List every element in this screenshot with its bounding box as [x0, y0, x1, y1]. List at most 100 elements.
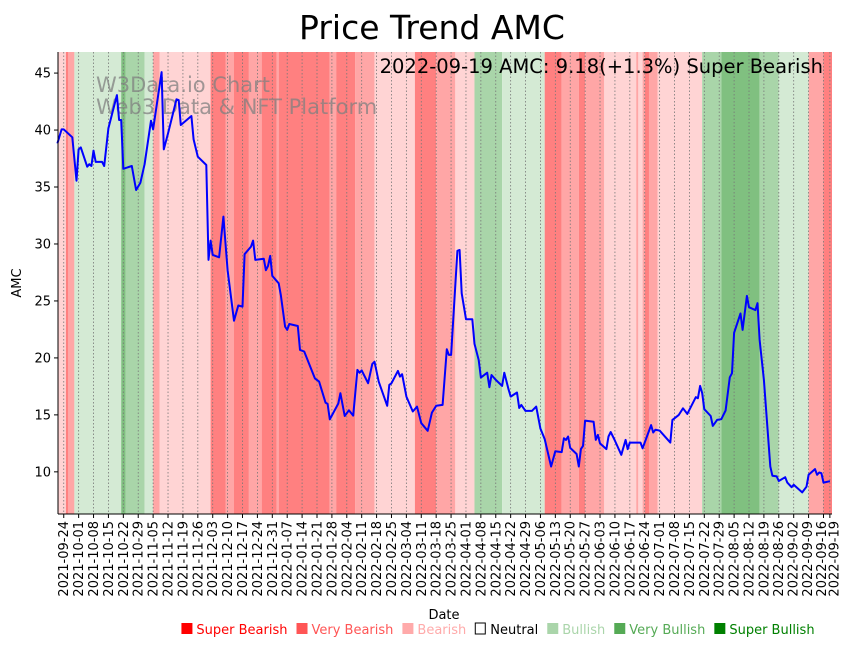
- regime-band-very-bearish: [636, 52, 638, 514]
- x-tick-label: 2021-11-12: [162, 521, 177, 597]
- x-tick-label: 2022-06-03: [594, 521, 609, 597]
- x-tick-label: 2022-04-08: [474, 521, 489, 597]
- regime-band-very-bullish: [702, 52, 721, 514]
- regime-band-very-bearish: [649, 52, 658, 514]
- x-tick-label: 2021-12-17: [236, 521, 251, 597]
- x-tick-label: 2022-04-29: [519, 521, 534, 597]
- x-tick-label: 2021-12-24: [251, 521, 266, 597]
- regime-band-bearish: [657, 52, 702, 514]
- y-axis-label: AMC: [10, 268, 25, 297]
- x-tick-label: 2022-05-13: [549, 521, 564, 597]
- regime-band-very-bullish: [125, 52, 144, 514]
- x-tick-label: 2022-02-11: [355, 521, 370, 597]
- regime-band-super-bearish: [336, 52, 355, 514]
- legend-label: Neutral: [490, 623, 538, 638]
- regime-band-super-bearish: [823, 52, 832, 514]
- legend-item: Very Bearish: [297, 623, 394, 638]
- x-tick-label: 2022-01-14: [296, 521, 311, 597]
- legend-swatch-icon: [402, 623, 413, 634]
- watermark-line-2: Web3 Data & NFT Platform: [96, 95, 377, 119]
- legend-swatch-icon: [614, 623, 625, 634]
- latest-annotation: 2022-09-19 AMC: 9.18(+1.3%) Super Bearis…: [380, 55, 823, 78]
- x-tick-label: 2022-09-02: [787, 521, 802, 597]
- x-tick-label: 2022-03-18: [430, 521, 445, 597]
- x-tick-label: 2021-11-19: [176, 521, 191, 597]
- regime-band-super-bearish: [66, 52, 68, 514]
- regime-band-super-bearish: [234, 52, 249, 514]
- x-tick-label: 2021-10-08: [87, 521, 102, 597]
- regime-band-very-bearish: [436, 52, 455, 514]
- regime-band-bearish: [58, 52, 66, 514]
- y-tick-label: 15: [34, 408, 51, 423]
- x-tick-label: 2021-09-24: [57, 521, 72, 597]
- x-tick-label: 2022-07-08: [668, 521, 683, 597]
- regime-band-very-bearish: [249, 52, 262, 514]
- x-tick-label: 2021-12-31: [266, 521, 281, 597]
- regime-bands: [58, 52, 832, 514]
- regime-band-super-bearish: [262, 52, 277, 514]
- regime-band-super-bearish: [279, 52, 330, 514]
- x-tick-label: 2021-10-22: [117, 521, 132, 597]
- x-tick-label: 2022-07-22: [698, 521, 713, 597]
- legend-label: Super Bearish: [196, 623, 287, 638]
- x-tick-label: 2022-03-25: [445, 521, 460, 597]
- legend-item: Neutral: [475, 623, 538, 638]
- legend-label: Very Bearish: [312, 623, 394, 638]
- x-tick-label: 2022-06-24: [638, 521, 653, 597]
- regime-band-bearish: [604, 52, 636, 514]
- legend-item: Very Bullish: [614, 623, 705, 638]
- legend-item: Bullish: [547, 623, 605, 638]
- x-tick-label: 2022-01-28: [325, 521, 340, 597]
- legend-label: Bearish: [417, 623, 466, 638]
- legend: Super Bearish Very Bearish Bearish Neutral B…: [181, 623, 814, 638]
- x-tick-label: 2022-04-15: [489, 521, 504, 597]
- x-tick-label: 2022-08-12: [742, 521, 757, 597]
- x-tick-label: 2022-07-15: [683, 521, 698, 597]
- x-tick-label: 2022-05-27: [579, 521, 594, 597]
- x-tick-label: 2022-01-21: [310, 521, 325, 597]
- legend-swatch-icon: [297, 623, 308, 634]
- x-tick-label: 2021-11-05: [147, 521, 162, 597]
- legend-label: Very Bullish: [629, 623, 705, 638]
- x-tick-label: 2022-02-25: [385, 521, 400, 597]
- y-tick-label: 35: [34, 181, 51, 196]
- x-tick-label: 2021-10-01: [72, 521, 87, 597]
- regime-band-bullish: [502, 52, 545, 514]
- x-tick-label: 2022-02-18: [370, 521, 385, 597]
- regime-band-super-bearish: [645, 52, 649, 514]
- regime-band-super-bearish: [415, 52, 436, 514]
- regime-band-very-bearish: [68, 52, 74, 514]
- y-tick-label: 45: [34, 67, 51, 82]
- x-tick-label: 2022-01-07: [281, 521, 296, 597]
- legend-swatch-icon: [475, 623, 485, 634]
- x-tick-label: 2022-03-04: [400, 521, 415, 597]
- chart-title: Price Trend AMC: [299, 8, 565, 47]
- x-tick-label: 2022-04-01: [459, 521, 474, 597]
- x-tick-label: 2021-10-29: [132, 521, 147, 597]
- legend-item: Super Bearish: [181, 623, 287, 638]
- x-tick-label: 2022-06-10: [608, 521, 623, 597]
- legend-swatch-icon: [181, 623, 192, 634]
- legend-swatch-icon: [547, 623, 558, 634]
- x-tick-label: 2022-08-19: [757, 521, 772, 597]
- x-tick-label: 2022-09-19: [828, 521, 843, 597]
- x-tick-label: 2022-05-06: [534, 521, 549, 597]
- regime-band-super-bullish: [721, 52, 759, 514]
- x-tick-label: 2021-12-03: [206, 521, 221, 597]
- x-tick-label: 2022-06-17: [623, 521, 638, 597]
- y-tick-label: 25: [34, 294, 51, 309]
- regime-band-bearish: [374, 52, 414, 514]
- x-tick-label: 2022-04-22: [504, 521, 519, 597]
- legend-label: Super Bullish: [729, 623, 814, 638]
- regime-band-bearish: [455, 52, 474, 514]
- legend-swatch-icon: [714, 623, 725, 634]
- x-tick-label: 2022-02-04: [340, 521, 355, 597]
- x-axis-label: Date: [428, 608, 459, 623]
- legend-label: Bullish: [562, 623, 605, 638]
- x-tick-label: 2022-08-26: [772, 521, 787, 597]
- x-tick-label: 2021-10-15: [102, 521, 117, 597]
- watermark-line-1: W3Data.io Chart: [96, 73, 270, 97]
- y-tick-label: 30: [34, 237, 51, 252]
